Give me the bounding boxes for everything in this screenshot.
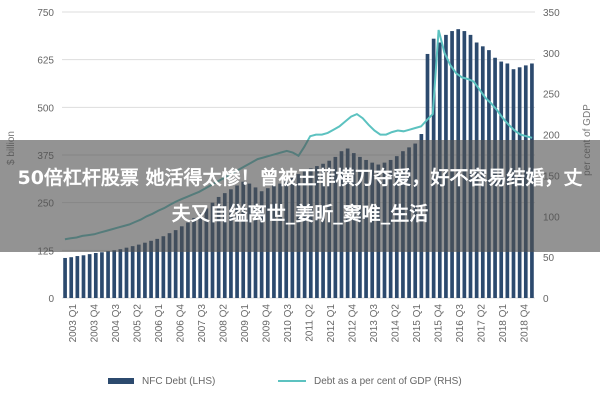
- headline-overlay: 50倍杠杆股票 她活得太惨！曾被王菲横刀夺爱，好不容易结婚，丈夫又自缢离世_姜昕…: [0, 140, 600, 252]
- x-axis-ticks: 2003 Q1 2003 Q4 2004 Q3 2005 Q2 2006 Q1 2006 …: [68, 304, 531, 343]
- legend-bar-label: NFC Debt (LHS): [142, 376, 215, 387]
- legend-bar-swatch: [108, 378, 134, 384]
- x-tick-label: 2005 Q2: [132, 304, 143, 343]
- x-tick-label: 2016 Q3: [455, 304, 466, 343]
- x-tick-label: 2012 Q4: [347, 304, 358, 343]
- x-tick-label: 2010 Q3: [283, 304, 294, 343]
- right-axis-title: per cent of GDP: [582, 104, 593, 176]
- bar: [173, 230, 178, 298]
- right-tick-label: 200: [543, 131, 560, 142]
- left-tick-label: 625: [37, 56, 54, 67]
- legend-line-label: Debt as a per cent of GDP (RHS): [314, 376, 462, 387]
- bar: [161, 236, 166, 298]
- bar: [149, 240, 153, 298]
- x-tick-label: 2011 Q2: [304, 304, 315, 342]
- x-tick-label: 2006 Q4: [175, 304, 186, 343]
- bar: [198, 213, 203, 298]
- x-tick-label: 2008 Q2: [218, 304, 229, 343]
- right-tick-label: 250: [543, 90, 560, 101]
- right-tick-label: 350: [543, 8, 560, 19]
- right-tick-label: 300: [543, 49, 560, 60]
- bar: [93, 253, 98, 298]
- x-tick-label: 2012 Q1: [326, 304, 337, 343]
- bar: [81, 255, 86, 298]
- bar: [112, 250, 117, 298]
- bar: [106, 251, 110, 298]
- left-tick-label: 750: [37, 8, 54, 19]
- x-tick-label: 2004 Q3: [111, 304, 122, 343]
- x-tick-label: 2009 Q1: [240, 304, 251, 343]
- x-tick-label: 2017 Q2: [476, 304, 487, 343]
- x-tick-label: 2015 Q1: [412, 304, 423, 343]
- bar: [87, 254, 92, 298]
- x-tick-label: 2014 Q2: [390, 304, 401, 343]
- bar: [179, 226, 184, 298]
- x-tick-label: 2018 Q4: [519, 304, 530, 343]
- x-tick-label: 2007 Q3: [197, 304, 208, 343]
- bar: [136, 244, 141, 298]
- x-tick-label: 2018 Q1: [498, 304, 509, 343]
- bar: [63, 257, 67, 298]
- x-tick-label: 2003 Q4: [89, 304, 100, 343]
- bar: [69, 257, 74, 298]
- bar: [100, 252, 104, 298]
- x-tick-label: 2006 Q1: [154, 304, 165, 343]
- bar: [143, 242, 147, 298]
- right-tick-label: 50: [543, 253, 555, 264]
- bar: [204, 208, 209, 298]
- x-tick-label: 2015 Q4: [433, 304, 444, 343]
- bar: [130, 246, 135, 298]
- bar: [192, 217, 196, 298]
- x-tick-label: 2013 Q3: [369, 304, 380, 343]
- left-tick-label: 500: [37, 103, 54, 114]
- headline-text: 50倍杠杆股票 她活得太惨！曾被王菲横刀夺爱，好不容易结婚，丈夫又自缢离世_姜昕…: [17, 167, 583, 225]
- x-tick-label: 2003 Q1: [68, 304, 79, 343]
- bar: [118, 249, 123, 298]
- left-tick-label: 0: [48, 294, 54, 305]
- right-tick-label: 0: [543, 294, 549, 305]
- x-tick-label: 2009 Q4: [261, 304, 272, 343]
- bar: [155, 238, 160, 298]
- bar: [75, 256, 80, 298]
- bar: [167, 233, 172, 298]
- bar: [124, 247, 129, 298]
- bar: [186, 222, 190, 298]
- legend: NFC Debt (LHS) Debt as a per cent of GDP…: [108, 376, 462, 387]
